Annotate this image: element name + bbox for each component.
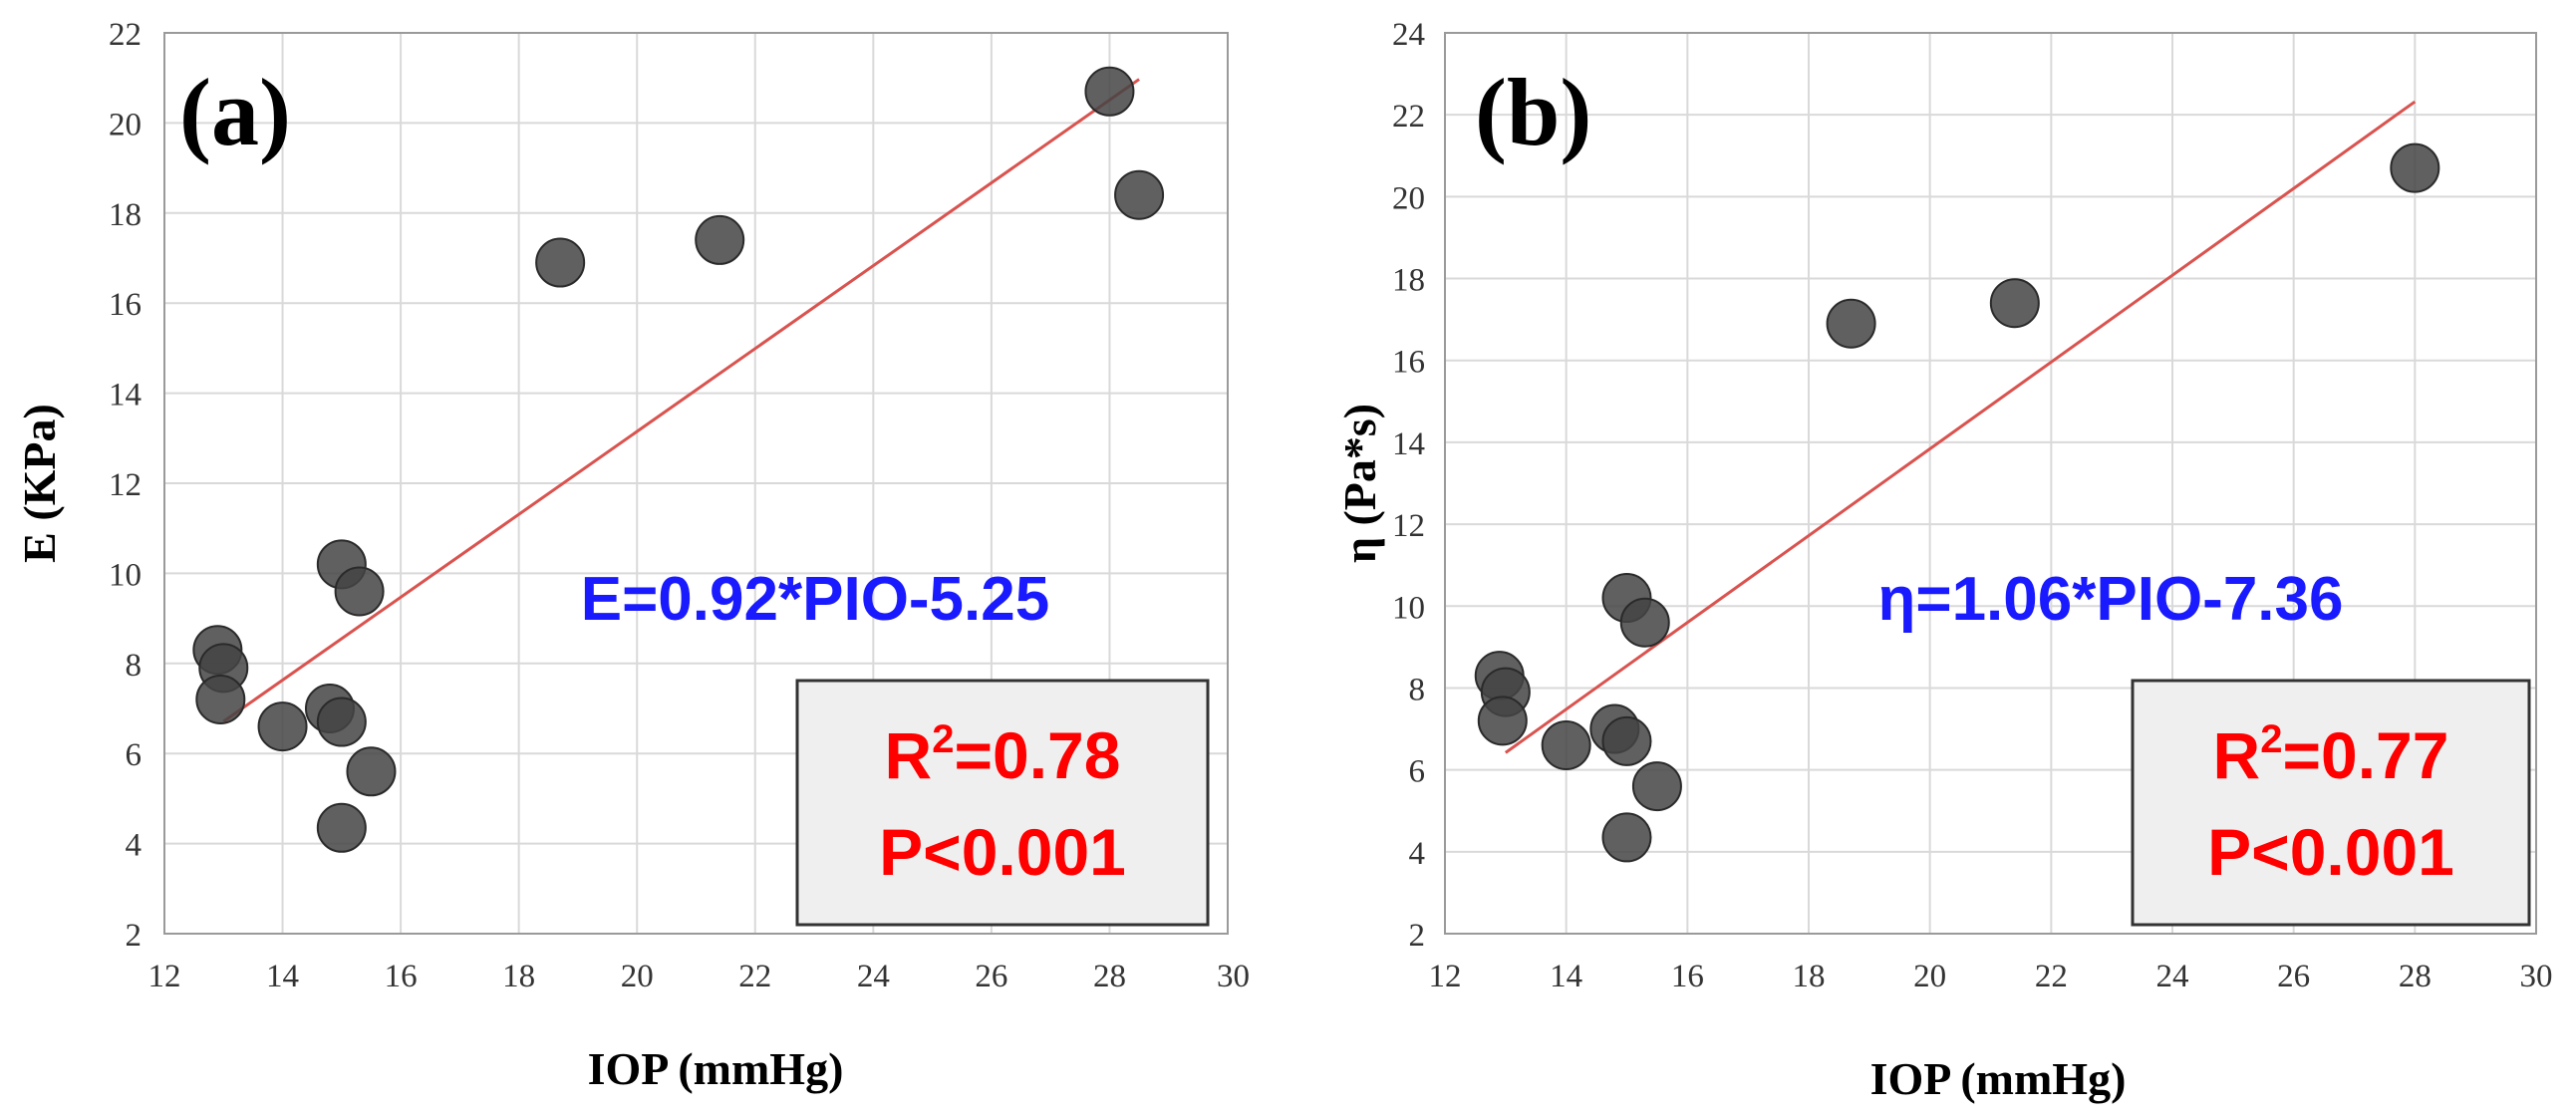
y-tick-label: 6 — [126, 737, 143, 773]
data-point — [334, 566, 385, 617]
r-squared-value: =0.78 — [954, 718, 1120, 792]
data-point — [1541, 719, 1591, 770]
data-point — [195, 674, 246, 724]
data-point — [1601, 812, 1652, 863]
y-tick-label: 22 — [109, 17, 142, 53]
y-tick-label: 2 — [1409, 918, 1426, 954]
x-tick-label: 20 — [1913, 959, 1946, 994]
data-point — [1989, 278, 2040, 329]
data-point — [346, 746, 397, 797]
r-squared-label: R2=0.78 — [885, 717, 1121, 792]
p-value-label: P<0.001 — [879, 815, 1126, 889]
plot-frame — [1444, 32, 2537, 935]
y-tick-label: 20 — [109, 107, 142, 142]
x-tick-label: 26 — [2277, 959, 2310, 994]
x-tick-label: 12 — [1429, 959, 1462, 994]
x-tick-label: 22 — [2035, 959, 2068, 994]
y-tick-label: 4 — [1409, 836, 1426, 872]
stats-box — [2131, 679, 2531, 927]
x-axis-title: IOP (mmHg) — [1870, 1053, 2127, 1104]
y-tick-label: 16 — [109, 287, 142, 323]
r-squared-superscript: 2 — [2260, 717, 2282, 761]
y-axis-title: η (Pa*s) — [1334, 404, 1385, 563]
x-tick-label: 22 — [738, 959, 771, 994]
r-squared-value: =0.77 — [2282, 718, 2448, 792]
y-tick-label: 12 — [1392, 508, 1425, 544]
p-value-label: P<0.001 — [2207, 815, 2454, 889]
y-tick-label: 24 — [1392, 17, 1425, 53]
y-tick-label: 12 — [109, 467, 142, 503]
plot-frame — [163, 32, 1229, 935]
data-point — [316, 697, 367, 747]
r-squared-symbol: R — [885, 718, 933, 792]
x-tick-label: 16 — [1671, 959, 1704, 994]
x-tick-label: 28 — [2399, 959, 2432, 994]
data-point — [257, 701, 308, 752]
data-point — [535, 237, 586, 288]
data-point — [695, 214, 745, 265]
data-point — [316, 802, 367, 853]
y-axis-title: E (KPa) — [14, 404, 65, 563]
data-point — [1631, 761, 1682, 812]
y-tick-label: 6 — [1409, 754, 1426, 790]
y-tick-label: 16 — [1392, 345, 1425, 381]
y-tick-label: 2 — [126, 918, 143, 954]
y-tick-label: 20 — [1392, 180, 1425, 216]
r-squared-label: R2=0.77 — [2213, 717, 2449, 792]
regression-equation: E=0.92*PIO-5.25 — [581, 565, 1049, 634]
x-axis-title: IOP (mmHg) — [588, 1043, 844, 1094]
y-tick-label: 14 — [109, 378, 142, 414]
y-tick-label: 10 — [1392, 590, 1425, 626]
x-tick-label: 24 — [857, 959, 890, 994]
x-tick-label-clipped: 30 — [1217, 959, 1250, 994]
y-tick-label: 18 — [1392, 263, 1425, 299]
y-tick-label: 14 — [1392, 426, 1425, 462]
data-point — [1477, 696, 1528, 746]
x-tick-label: 30 — [2520, 959, 2553, 994]
y-tick-label: 22 — [1392, 99, 1425, 135]
x-tick-label: 20 — [621, 959, 654, 994]
y-tick-label: 8 — [1409, 672, 1426, 707]
x-tick-label: 26 — [975, 959, 1007, 994]
x-tick-label: 14 — [1550, 959, 1582, 994]
x-tick-label: 12 — [148, 959, 181, 994]
x-tick-label: 18 — [502, 959, 535, 994]
data-point — [1084, 66, 1135, 117]
r-squared-symbol: R — [2213, 718, 2261, 792]
r-squared-superscript: 2 — [932, 717, 954, 761]
y-tick-label: 18 — [109, 197, 142, 233]
y-tick-label: 10 — [109, 557, 142, 593]
x-tick-label: 18 — [1793, 959, 1826, 994]
data-point — [2390, 142, 2440, 193]
regression-equation: η=1.06*PIO-7.36 — [1878, 565, 2344, 634]
data-point — [1826, 298, 1876, 349]
stats-box — [795, 679, 1210, 927]
data-points — [192, 66, 1165, 853]
data-point — [1601, 715, 1652, 766]
data-points — [1474, 142, 2440, 863]
data-point — [1619, 597, 1670, 648]
regression-line — [222, 78, 1140, 723]
data-point — [1114, 169, 1165, 220]
x-tick-label: 28 — [1093, 959, 1126, 994]
panel-label: (b) — [1475, 59, 1591, 165]
y-tick-label: 8 — [126, 648, 143, 684]
x-tick-label: 24 — [2156, 959, 2189, 994]
y-tick-label: 4 — [126, 828, 143, 864]
x-tick-label: 16 — [385, 959, 418, 994]
panel-label: (a) — [179, 59, 291, 165]
x-tick-label: 14 — [266, 959, 299, 994]
